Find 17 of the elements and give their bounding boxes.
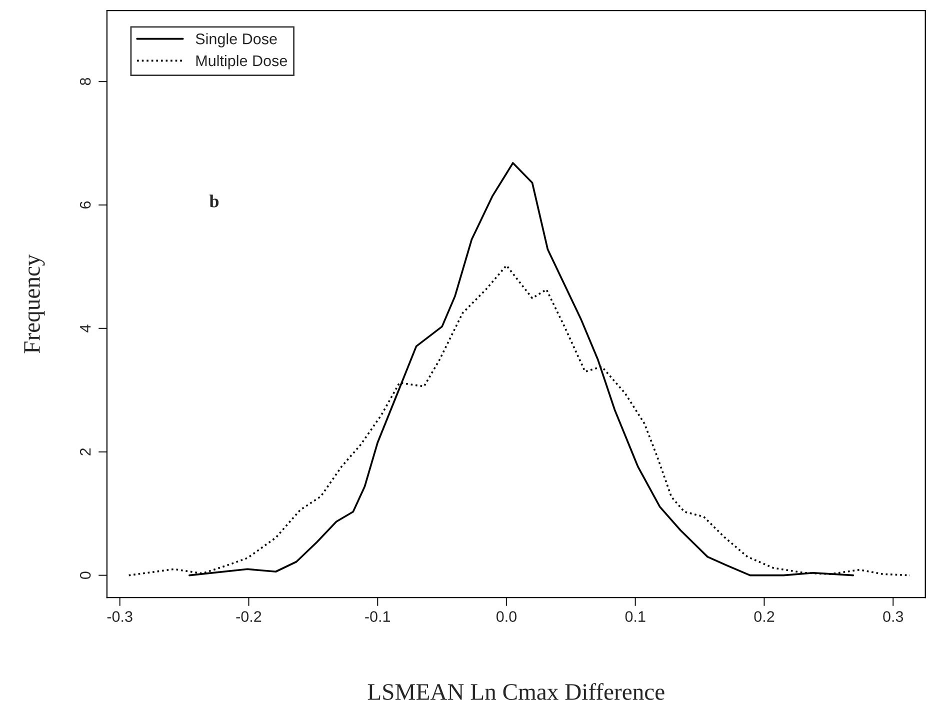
annotation: b (209, 194, 219, 208)
x-tick-label: 0.3 (883, 611, 904, 622)
x-tick-label: -0.3 (107, 611, 132, 622)
x-tick-label: -0.1 (365, 611, 390, 622)
y-tick-label: 2 (80, 448, 91, 456)
legend-label: Multiple Dose (196, 54, 287, 70)
legend-label: Single Dose (196, 33, 277, 48)
x-axis-title: LSMEAN Ln Cmax Difference (368, 683, 664, 700)
x-tick-label: -0.2 (236, 611, 262, 622)
y-tick-label: 6 (80, 201, 91, 208)
y-tick-label: 4 (80, 324, 91, 332)
y-tick-label: 0 (80, 572, 91, 579)
x-tick-label: 0.0 (496, 611, 517, 622)
x-tick-label: 0.2 (754, 611, 774, 622)
y-tick-label: 8 (80, 78, 91, 86)
x-tick-label: 0.1 (625, 611, 646, 622)
y-axis-title: Frequency (24, 254, 45, 354)
